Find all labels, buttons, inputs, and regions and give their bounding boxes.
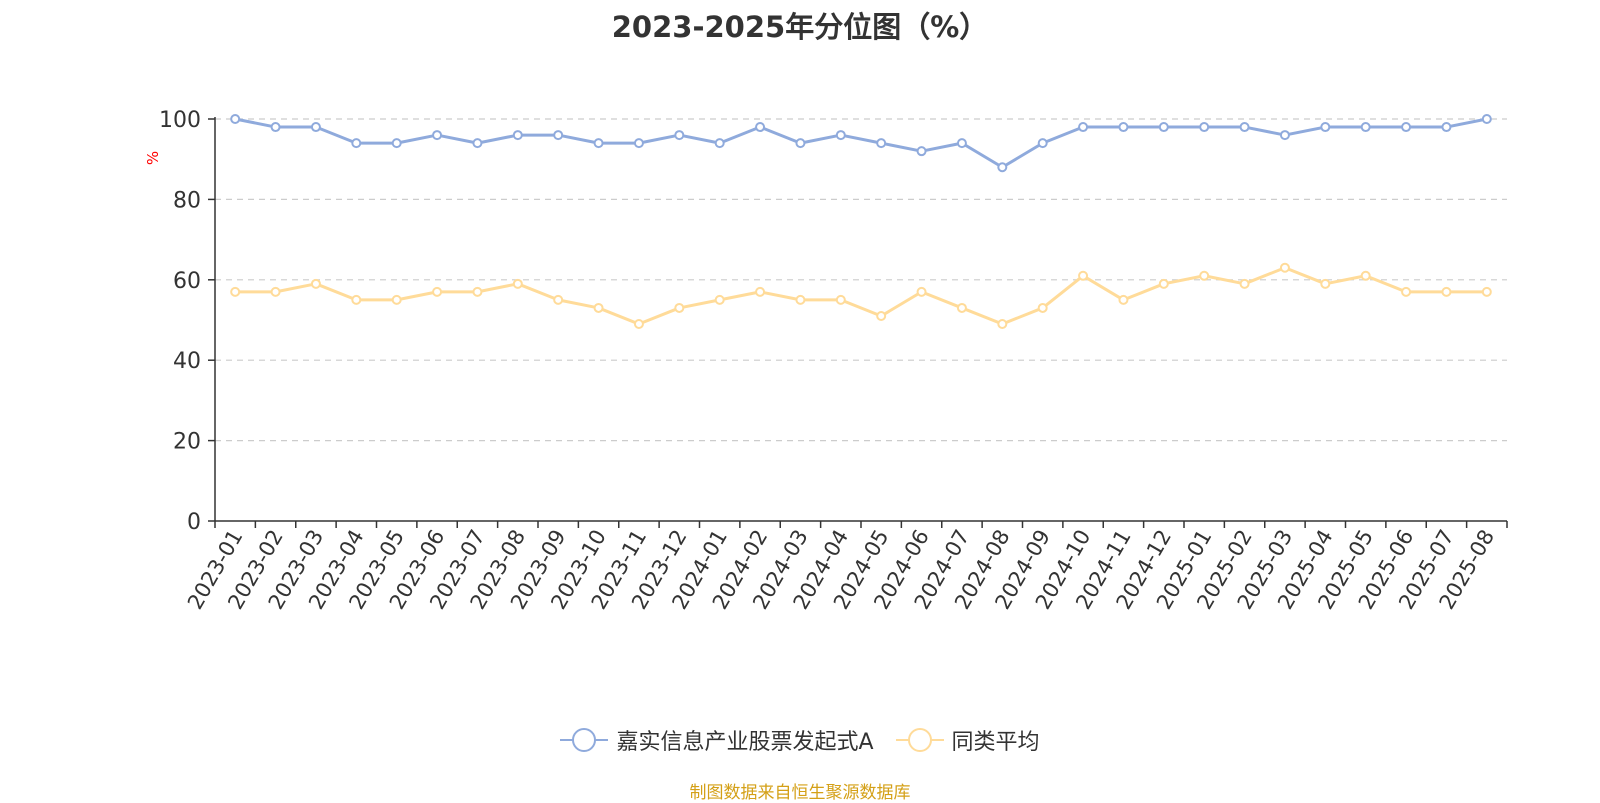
series-lines [230, 114, 1492, 330]
series-1-point-2023-01 [230, 114, 241, 124]
data-source-note: 制图数据来自恒生聚源数据库 [689, 783, 911, 803]
series-1-point-2025-06 [1401, 122, 1412, 133]
series-1-point-2023-10 [593, 138, 604, 149]
series-2-point-2024-10 [1078, 270, 1089, 281]
series-1-point-2023-04 [351, 138, 362, 149]
series-1-point-2025-08 [1481, 114, 1492, 124]
series-1-point-2024-09 [1037, 138, 1048, 149]
series-2-point-2023-12 [674, 302, 685, 313]
series-1-point-2025-01 [1199, 122, 1210, 133]
series-2-point-2023-09 [553, 294, 564, 305]
series-2-point-2024-01 [714, 294, 725, 305]
y-tick-label-100: 100 [159, 108, 201, 133]
y-tick-label-80: 80 [173, 188, 201, 213]
series-2-point-2025-01 [1199, 270, 1210, 281]
series-2-point-2023-06 [432, 286, 443, 297]
series-2-point-2024-07 [956, 302, 967, 313]
y-tick-label-60: 60 [173, 269, 201, 294]
series-2-point-2024-04 [835, 294, 846, 305]
series-1-point-2023-02 [270, 122, 281, 133]
series-1-point-2023-07 [472, 138, 483, 149]
series-1-point-2024-05 [876, 138, 887, 149]
series-2-point-2023-10 [593, 302, 604, 313]
series-line-2 [235, 266, 1487, 326]
series-2-point-2024-11 [1118, 294, 1129, 305]
series-1-point-2024-04 [835, 130, 846, 141]
legend-item-series-2[interactable]: 同类平均 [895, 724, 1040, 756]
legend: 嘉实信息产业股票发起式A 同类平均 [0, 722, 1600, 758]
legend-swatch-series-1 [560, 727, 609, 753]
y-tick-label-20: 20 [173, 430, 201, 455]
series-2-point-2025-07 [1441, 286, 1452, 297]
chart-title: 2023-2025年分位图（%） [611, 10, 989, 44]
series-1-point-2023-09 [553, 130, 564, 141]
series-2-point-2024-12 [1158, 278, 1169, 289]
series-2-point-2025-03 [1279, 262, 1290, 273]
series-2-point-2023-07 [472, 286, 483, 297]
series-2-point-2023-05 [391, 294, 402, 305]
y-tick-label-40: 40 [173, 349, 201, 374]
series-1-point-2024-06 [916, 146, 927, 157]
series-line-1 [234, 117, 1488, 169]
series-2-point-2025-08 [1481, 286, 1492, 297]
series-2-point-2025-05 [1360, 270, 1371, 281]
series-1-point-2025-02 [1239, 122, 1250, 133]
series-1-point-2024-03 [795, 138, 806, 149]
legend-label-series-1: 嘉实信息产业股票发起式A [616, 730, 874, 755]
series-2-point-2024-02 [755, 286, 766, 297]
series-2-point-2025-02 [1239, 278, 1250, 289]
series-2-point-2023-08 [512, 278, 523, 289]
series-1-point-2024-11 [1118, 122, 1129, 133]
series-1-point-2023-12 [674, 130, 685, 141]
series-2-point-2023-04 [351, 294, 362, 305]
series-2-point-2024-03 [795, 294, 806, 305]
series-1-point-2024-07 [956, 138, 967, 149]
series-1-point-2025-03 [1279, 130, 1290, 141]
series-1-point-2024-10 [1078, 122, 1089, 133]
series-2-point-2023-01 [230, 286, 241, 297]
series-1-point-2023-06 [432, 130, 443, 141]
legend-swatch-series-2 [895, 727, 944, 753]
legend-item-series-1[interactable]: 嘉实信息产业股票发起式A [560, 724, 874, 756]
y-tick-label-0: 0 [187, 510, 201, 535]
series-2-point-2023-11 [633, 319, 644, 330]
series-1-point-2023-03 [310, 122, 321, 133]
series-2-point-2024-08 [997, 319, 1008, 330]
series-2-point-2025-04 [1320, 278, 1331, 289]
series-1-point-2023-05 [391, 138, 402, 149]
series-2-point-2025-06 [1401, 286, 1412, 297]
series-2-point-2024-06 [916, 286, 927, 297]
series-2-point-2024-09 [1037, 302, 1048, 313]
series-1-point-2025-04 [1320, 122, 1331, 133]
series-1-point-2024-02 [755, 122, 766, 133]
series-1-point-2023-08 [512, 130, 523, 141]
series-1-point-2024-08 [997, 162, 1008, 173]
series-1-point-2025-05 [1360, 122, 1371, 133]
y-axis-label: % [144, 151, 162, 165]
series-1-point-2023-11 [633, 138, 644, 149]
series-1-point-2025-07 [1441, 122, 1452, 133]
series-2-point-2024-05 [876, 310, 887, 321]
series-2-point-2023-03 [310, 278, 321, 289]
legend-label-series-2: 同类平均 [951, 730, 1040, 755]
series-1-point-2024-12 [1158, 122, 1169, 133]
series-2-point-2023-02 [270, 286, 281, 297]
series-1-point-2024-01 [714, 138, 725, 149]
